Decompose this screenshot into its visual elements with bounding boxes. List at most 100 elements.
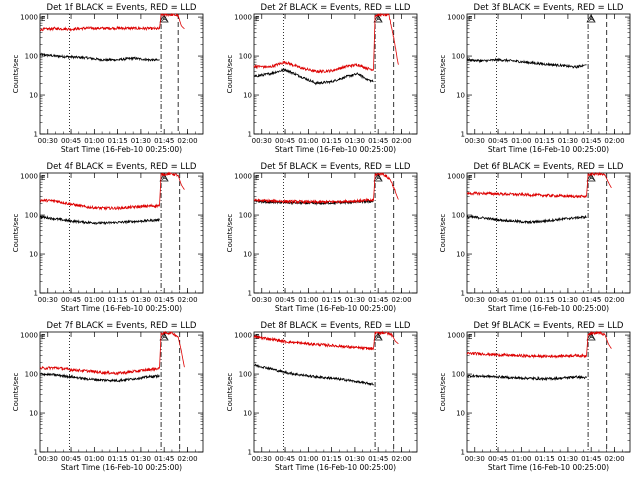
y-tick-label: 1 (461, 290, 465, 298)
x-tick-label: 00:45 (61, 455, 81, 463)
y-axis-label: Counts/sec (226, 55, 234, 94)
corner-label-a: A (162, 174, 167, 182)
y-tick-label: 1 (248, 449, 252, 457)
y-tick-label: 100 (452, 371, 465, 379)
series-events-line (39, 372, 160, 383)
y-tick-label: 10 (243, 410, 252, 418)
x-tick-label: 01:15 (322, 296, 342, 304)
x-tick-label: 00:45 (488, 455, 508, 463)
x-tick-label: 01:00 (511, 455, 531, 463)
x-tick-label: 00:30 (465, 455, 485, 463)
series-events-line (253, 363, 374, 387)
x-tick-label: 01:15 (108, 137, 128, 145)
x-tick-label: 02:00 (391, 296, 411, 304)
x-tick-label: 01:00 (511, 137, 531, 145)
chart-panel-8: Det 8f BLACK = Events, RED = LLD 1 10 100 10… (226, 321, 418, 472)
series-events-line (466, 373, 587, 382)
triangle-marker-icon (159, 332, 169, 341)
triangle-marker-icon (373, 173, 383, 182)
chart-title: Det 9f BLACK = Events, RED = LLD (474, 321, 624, 331)
series-lld-line (253, 12, 399, 74)
x-tick-label: 01:45 (154, 137, 174, 145)
plot-frame (39, 172, 204, 294)
triangle-marker-icon (159, 173, 169, 182)
y-tick-label: 1 (461, 449, 465, 457)
series-events-line (466, 57, 587, 70)
y-tick-label: 1000 (234, 14, 252, 22)
x-tick-label: 01:15 (322, 137, 342, 145)
x-tick-label: 00:30 (38, 137, 58, 145)
x-tick-label: 01:45 (368, 455, 388, 463)
x-tick-label: 01:15 (535, 137, 555, 145)
x-tick-label: 01:00 (84, 137, 104, 145)
x-tick-label: 01:45 (581, 296, 601, 304)
corner-label-e: E (41, 15, 45, 23)
triangle-marker-icon (586, 14, 596, 23)
x-tick-label: 00:30 (38, 455, 58, 463)
y-axis-label: Counts/sec (12, 373, 20, 412)
y-axis-label: Counts/sec (12, 214, 20, 253)
corner-label-e: E (255, 15, 259, 23)
y-tick-label: 1 (34, 290, 38, 298)
x-tick-label: 02:00 (177, 455, 197, 463)
y-axis-label: Counts/sec (226, 214, 234, 253)
x-tick-label: 01:00 (84, 455, 104, 463)
x-tick-label: 01:45 (368, 296, 388, 304)
x-tick-label: 01:30 (131, 137, 151, 145)
x-tick-label: 00:30 (252, 137, 272, 145)
x-tick-label: 01:30 (558, 137, 578, 145)
x-tick-label: 02:00 (604, 296, 624, 304)
x-tick-label: 00:45 (275, 137, 295, 145)
corner-label-e: E (468, 174, 472, 182)
series-lld-line (39, 171, 185, 211)
y-tick-label: 10 (456, 92, 465, 100)
x-tick-label: 02:00 (391, 137, 411, 145)
corner-label-a: A (376, 174, 381, 182)
corner-label-a: A (376, 15, 381, 23)
triangle-marker-icon (373, 14, 383, 23)
y-tick-label: 1 (248, 290, 252, 298)
corner-label-a: A (376, 333, 381, 341)
series-lld-line (253, 330, 399, 351)
y-tick-label: 100 (239, 53, 252, 61)
y-tick-label: 100 (25, 53, 38, 61)
x-tick-label: 01:00 (298, 137, 318, 145)
x-axis-label: Start Time (16-Feb-10 00:25:00) (61, 463, 182, 472)
corner-label-a: A (162, 15, 167, 23)
x-tick-label: 00:30 (465, 296, 485, 304)
triangle-marker-icon (373, 332, 383, 341)
x-axis-label: Start Time (16-Feb-10 00:25:00) (488, 145, 609, 154)
x-tick-label: 01:00 (84, 296, 104, 304)
corner-label-e: E (41, 333, 45, 341)
chart-title: Det 5f BLACK = Events, RED = LLD (261, 162, 411, 172)
y-axis-label: Counts/sec (12, 55, 20, 94)
chart-panel-3: Det 3f BLACK = Events, RED = LLD 1 10 100 10… (439, 3, 631, 154)
x-tick-label: 02:00 (177, 137, 197, 145)
corner-label-a: A (589, 333, 594, 341)
x-tick-label: 01:30 (131, 455, 151, 463)
y-tick-label: 100 (452, 53, 465, 61)
y-tick-label: 10 (243, 251, 252, 259)
x-tick-label: 01:30 (131, 296, 151, 304)
chart-panel-6: Det 6f BLACK = Events, RED = LLD 1 10 100 10… (439, 162, 631, 313)
chart-title: Det 6f BLACK = Events, RED = LLD (474, 162, 624, 172)
plot-frame (39, 331, 204, 453)
y-tick-label: 10 (29, 251, 38, 259)
x-tick-label: 01:15 (108, 296, 128, 304)
triangle-marker-icon (159, 14, 169, 23)
corner-label-e: E (468, 333, 472, 341)
corner-label-e: E (255, 174, 259, 182)
corner-label-e: E (41, 174, 45, 182)
y-tick-label: 1000 (234, 332, 252, 340)
x-tick-label: 02:00 (391, 455, 411, 463)
y-tick-label: 1 (34, 131, 38, 139)
chart-panel-9: Det 9f BLACK = Events, RED = LLD 1 10 100 10… (439, 321, 631, 472)
x-tick-label: 01:30 (345, 296, 365, 304)
chart-title: Det 2f BLACK = Events, RED = LLD (261, 3, 411, 13)
triangle-marker-icon (586, 332, 596, 341)
y-tick-label: 1000 (20, 173, 38, 181)
x-axis-label: Start Time (16-Feb-10 00:25:00) (275, 145, 396, 154)
chart-title: Det 7f BLACK = Events, RED = LLD (47, 321, 197, 331)
x-tick-label: 01:30 (558, 455, 578, 463)
